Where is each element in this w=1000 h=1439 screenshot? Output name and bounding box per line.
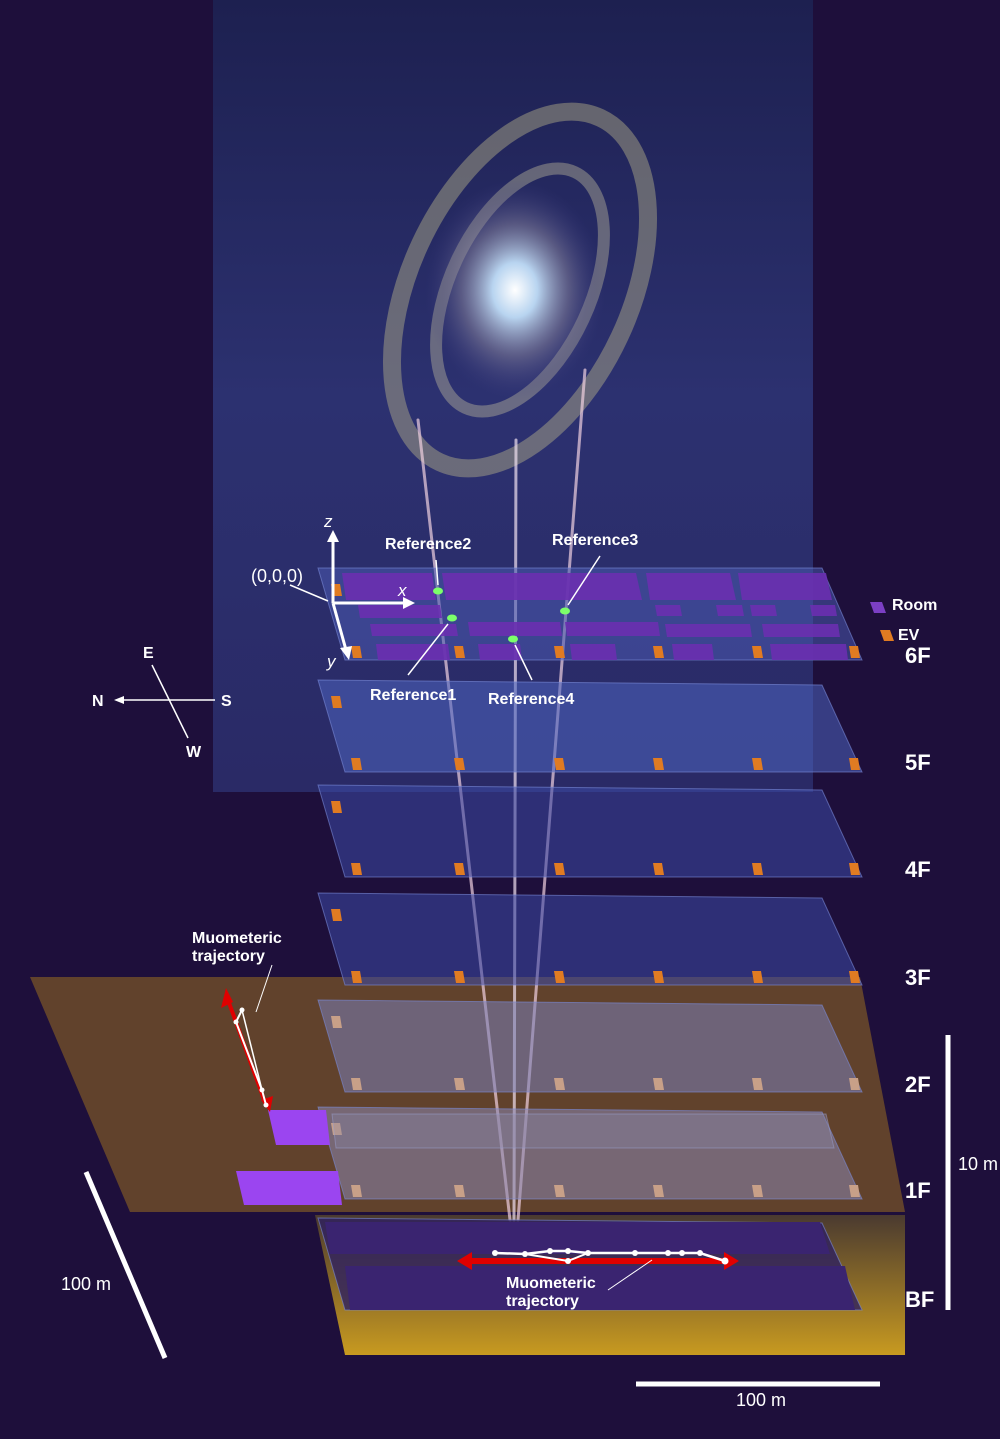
- ev-marker: [331, 909, 342, 921]
- reference2-label: Reference2: [385, 536, 471, 553]
- ev-marker: [554, 758, 565, 770]
- ev-marker: [752, 1185, 763, 1197]
- ev-marker: [454, 758, 465, 770]
- origin-label: (0,0,0): [251, 566, 303, 586]
- z-axis-label: z: [323, 512, 333, 531]
- ev-marker: [653, 1078, 664, 1090]
- ev-marker: [653, 646, 664, 658]
- compass-icon: [114, 664, 215, 739]
- bf-room-north: [325, 1222, 830, 1254]
- lower-trajectory-label-line1: Muometeric: [506, 1275, 596, 1292]
- ev-marker: [653, 971, 664, 983]
- ev-marker: [849, 758, 860, 770]
- vertical-scale-label: 10 m: [958, 1154, 998, 1174]
- legend-ev-swatch: [880, 630, 894, 641]
- coordinate-axes: [289, 530, 415, 660]
- lower-trajectory-label-line2: trajectory: [506, 1293, 579, 1310]
- legend-room-label: Room: [892, 597, 937, 614]
- lower-muometric-trajectory: [457, 1248, 739, 1291]
- outdoor-room-2: [236, 1171, 342, 1205]
- floor-label-4f: 4F: [905, 857, 931, 882]
- ev-marker: [849, 971, 860, 983]
- ev-marker: [554, 1185, 565, 1197]
- ev-marker: [752, 758, 763, 770]
- ev-marker: [351, 863, 362, 875]
- ev-marker: [351, 1185, 362, 1197]
- ev-marker: [351, 646, 362, 658]
- 1f-room-north: [331, 1113, 835, 1149]
- ev-marker: [752, 1078, 763, 1090]
- reference3-point: [560, 607, 570, 615]
- ev-marker: [351, 758, 362, 770]
- floor-plane-1f: [317, 1106, 863, 1200]
- legend-room-swatch: [870, 602, 886, 613]
- reference1-label: Reference1: [370, 687, 456, 704]
- ev-marker: [351, 1078, 362, 1090]
- rooms-6f: [342, 573, 848, 660]
- reference-arrows: [407, 555, 601, 681]
- horizontal-scale-label: 100 m: [736, 1390, 786, 1410]
- ev-marker: [849, 646, 860, 658]
- floor-label-5f: 5F: [905, 750, 931, 775]
- y-axis-label: y: [326, 652, 337, 671]
- bf-room-south: [345, 1266, 855, 1310]
- ev-marker: [849, 1078, 860, 1090]
- ev-marker: [849, 863, 860, 875]
- ev-marker: [849, 1185, 860, 1197]
- ev-marker: [653, 758, 664, 770]
- ev-marker: [752, 971, 763, 983]
- floor-label-1f: 1F: [905, 1178, 931, 1203]
- ev-marker: [454, 1185, 465, 1197]
- floor-label-2f: 2F: [905, 1072, 931, 1097]
- ev-marker: [351, 971, 362, 983]
- legend-ev-label: EV: [898, 627, 920, 644]
- compass-south: S: [221, 693, 232, 710]
- upper-muometric-trajectory: [221, 964, 273, 1112]
- floor-plane-2f: [317, 999, 863, 1093]
- reference4-label: Reference4: [488, 691, 574, 708]
- ev-marker: [752, 646, 763, 658]
- compass-west: W: [186, 744, 202, 761]
- floor-label-3f: 3F: [905, 965, 931, 990]
- floor-plane-3f: [317, 892, 863, 986]
- ev-marker: [554, 646, 565, 658]
- ev-marker: [554, 971, 565, 983]
- ev-marker: [454, 863, 465, 875]
- ev-marker: [752, 863, 763, 875]
- reference2-point: [433, 587, 443, 595]
- ev-marker: [454, 971, 465, 983]
- diagonal-scale-label: 100 m: [61, 1274, 111, 1294]
- ev-marker: [331, 1016, 342, 1028]
- upper-trajectory-label-line1: Muometeric: [192, 930, 282, 947]
- floor-plane-5f: [317, 679, 863, 773]
- compass-north: N: [92, 693, 104, 710]
- diagonal-scale-bar: [83, 1171, 168, 1359]
- reference-points: [433, 587, 570, 643]
- ev-marker: [653, 863, 664, 875]
- floor-label-6f: 6F: [905, 643, 931, 668]
- outdoor-room-1: [268, 1110, 330, 1145]
- galaxy-spiral: [382, 102, 658, 478]
- reference4-point: [508, 635, 518, 643]
- floor-plane-4f: [317, 784, 863, 878]
- ev-marker: [331, 801, 342, 813]
- ev-marker: [554, 1078, 565, 1090]
- ev-marker: [454, 1078, 465, 1090]
- x-axis-label: x: [397, 581, 407, 600]
- ev-marker: [331, 696, 342, 708]
- ev-marker: [653, 1185, 664, 1197]
- upper-trajectory-label-line2: trajectory: [192, 948, 265, 965]
- ev-marker: [454, 646, 465, 658]
- floor-label-bf: BF: [905, 1287, 934, 1312]
- compass-east: E: [143, 645, 154, 662]
- ev-marker: [554, 863, 565, 875]
- reference3-label: Reference3: [552, 532, 638, 549]
- reference1-point: [447, 614, 457, 622]
